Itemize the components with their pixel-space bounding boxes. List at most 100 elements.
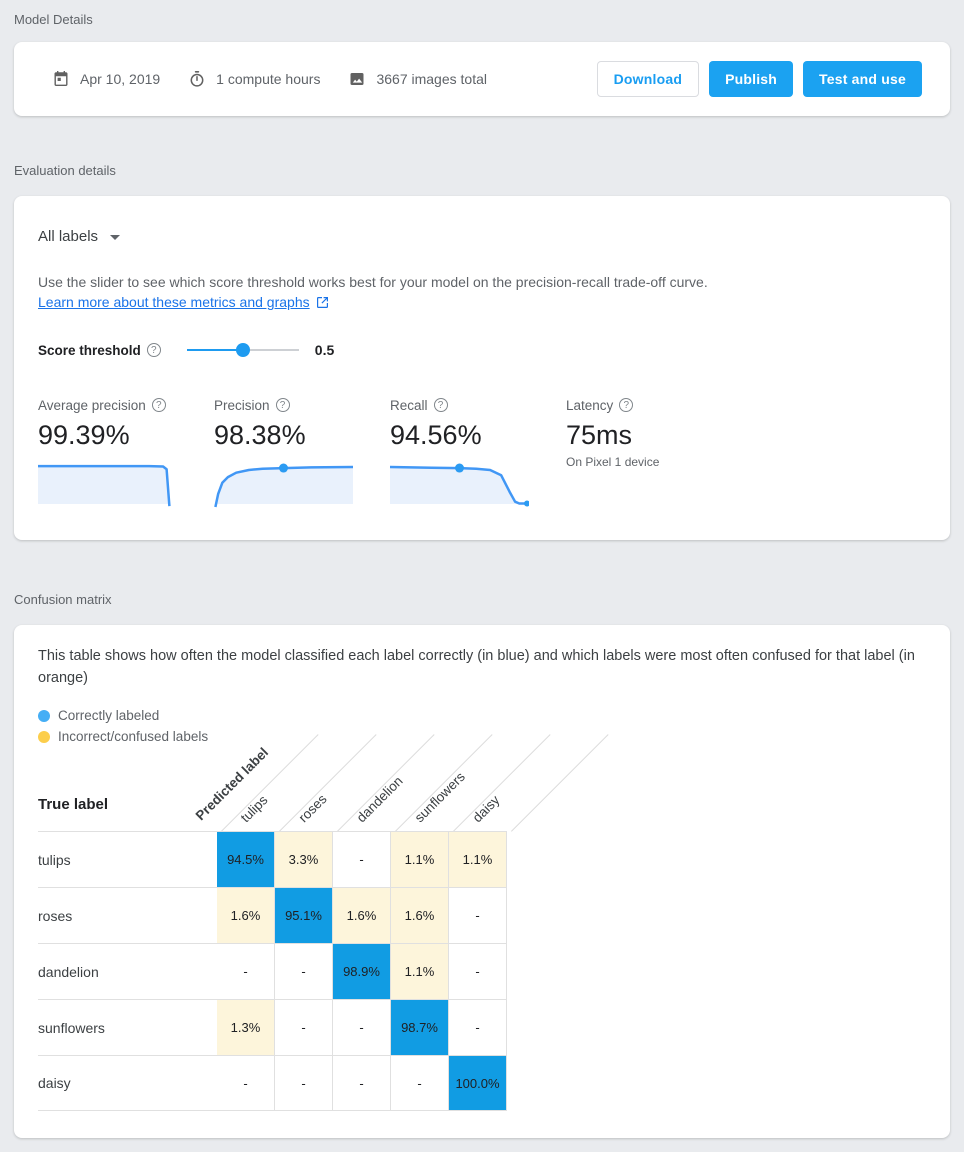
matrix-cell: -: [217, 944, 275, 999]
matrix-cell: 1.1%: [391, 944, 449, 999]
matrix-cell: -: [333, 1056, 391, 1110]
legend-dot-icon: [38, 730, 50, 743]
matrix-cell: 98.7%: [391, 1000, 449, 1055]
learn-more-text: Learn more about these metrics and graph…: [38, 294, 310, 310]
metric-label: Recall: [390, 396, 566, 414]
all-labels-dropdown[interactable]: All labels: [38, 228, 121, 245]
matrix-cell: 95.1%: [275, 888, 333, 943]
precision-sparkline: [214, 459, 354, 511]
help-icon[interactable]: [275, 398, 290, 412]
matrix-cell: 1.6%: [391, 888, 449, 943]
matrix-cell: -: [275, 1056, 333, 1110]
matrix-cell: -: [449, 944, 507, 999]
latency-device-note: On Pixel 1 device: [566, 455, 660, 469]
true-label-cell: sunflowers: [38, 1019, 105, 1036]
predicted-column-label: dandelion: [353, 773, 406, 826]
confusion-table: tulips 94.5% 3.3% -1.1% 1.1% roses 1.6% 95.1% 1.…: [38, 831, 507, 1111]
table-row: sunflowers 1.3% - -98.7% -: [38, 999, 507, 1055]
metric-value: 94.56%: [390, 420, 482, 450]
matrix-cell: 98.9%: [333, 944, 391, 999]
metric-recall: Recall 94.56%: [389, 396, 566, 511]
metric-label: Precision: [214, 396, 390, 414]
diagonal-divider: [511, 734, 609, 832]
matrix-cell: 1.6%: [217, 888, 275, 943]
evaluation-description: Use the slider to see which score thresh…: [38, 274, 708, 290]
legend-label: Correctly labeled: [58, 708, 160, 723]
model-date-text: Apr 10, 2019: [80, 71, 161, 87]
metric-label: Average precision: [38, 396, 214, 414]
test-and-use-button[interactable]: Test and use: [803, 61, 922, 97]
legend-item: Correctly labeled: [38, 705, 208, 726]
table-row: roses 1.6% 95.1% 1.6% 1.6% -: [38, 887, 507, 943]
matrix-cell: 1.3%: [217, 1000, 275, 1055]
confusion-matrix-card: This table shows how often the model cla…: [14, 625, 950, 1138]
curve-end-dot: [524, 500, 530, 507]
calendar-icon: [54, 71, 68, 86]
external-link-icon: [316, 296, 328, 308]
matrix-cell: 100.0%: [449, 1056, 507, 1110]
matrix-cell: -: [333, 832, 391, 887]
true-label-header: True label: [38, 796, 109, 813]
matrix-cell: 1.1%: [391, 832, 449, 887]
metric-value: 98.38%: [214, 420, 306, 450]
predicted-column-label: roses: [295, 791, 330, 826]
predicted-column-label: daisy: [469, 792, 503, 826]
confusion-description: This table shows how often the model cla…: [38, 648, 915, 686]
model-date: Apr 10, 2019: [52, 70, 160, 88]
model-details-card: Apr 10, 2019 1 compute hours 3667 images…: [14, 42, 950, 116]
table-row: tulips 94.5% 3.3% -1.1% 1.1%: [38, 831, 507, 887]
matrix-cell: -: [391, 1056, 449, 1110]
section-title-evaluation: Evaluation details: [14, 163, 116, 178]
metric-average-precision: Average precision 99.39%: [38, 396, 214, 511]
predicted-column-label: sunflowers: [411, 769, 468, 826]
help-icon[interactable]: [151, 398, 166, 412]
metric-value: 99.39%: [38, 420, 130, 450]
score-threshold-slider[interactable]: [186, 343, 299, 357]
slider-thumb[interactable]: [235, 343, 250, 357]
metric-precision: Precision 98.38%: [214, 396, 390, 511]
model-actions: Download Publish Test and use: [596, 61, 922, 97]
model-compute-text: 1 compute hours: [216, 71, 321, 87]
metric-label: Latency: [566, 396, 742, 414]
matrix-header: True label Predicted label tulips roses da…: [28, 730, 748, 832]
table-row: dandelion - -98.9% 1.1% -: [38, 943, 507, 999]
matrix-cell: -: [275, 944, 333, 999]
help-icon[interactable]: [433, 398, 448, 412]
score-threshold-value: 0.5: [314, 342, 335, 358]
chevron-down-icon: [110, 235, 121, 240]
matrix-cell: -: [217, 1056, 275, 1110]
timer-icon: [190, 71, 204, 87]
publish-button[interactable]: Publish: [709, 61, 794, 97]
legend-item: Incorrect/confused labels: [38, 726, 208, 747]
score-threshold-label: Score threshold: [38, 342, 141, 358]
learn-more-link[interactable]: Learn more about these metrics and graph…: [38, 294, 329, 310]
model-images-text: 3667 images total: [376, 71, 487, 87]
section-title-confusion: Confusion matrix: [14, 592, 112, 607]
recall-sparkline: [389, 459, 530, 511]
matrix-cell: -: [333, 1000, 391, 1055]
help-icon[interactable]: [146, 343, 161, 357]
matrix-cell: 94.5%: [217, 832, 275, 887]
evaluation-card: All labels Use the slider to see which s…: [14, 196, 950, 540]
threshold-marker-dot: [279, 463, 288, 473]
diagonal-divider: [453, 734, 551, 832]
model-images: 3667 images total: [348, 70, 487, 88]
predicted-column-label: tulips: [237, 792, 271, 826]
matrix-cell: -: [449, 1000, 507, 1055]
true-label-cell: daisy: [38, 1075, 71, 1091]
section-title-model-details: Model Details: [14, 12, 93, 27]
matrix-cell: 1.1%: [449, 832, 507, 887]
all-labels-text: All labels: [38, 228, 99, 245]
true-label-cell: roses: [38, 907, 73, 924]
average-precision-sparkline: [38, 459, 177, 511]
table-row: daisy - - - -100.0%: [38, 1055, 507, 1111]
help-icon[interactable]: [619, 398, 634, 412]
model-compute: 1 compute hours: [188, 70, 320, 88]
legend-dot-icon: [38, 709, 50, 722]
true-label-cell: dandelion: [38, 963, 99, 980]
confusion-legend: Correctly labeled Incorrect/confused labe…: [38, 705, 208, 747]
matrix-cell: 3.3%: [275, 832, 333, 887]
matrix-cell: 1.6%: [333, 888, 391, 943]
matrix-cell: -: [275, 1000, 333, 1055]
download-button[interactable]: Download: [596, 61, 700, 97]
